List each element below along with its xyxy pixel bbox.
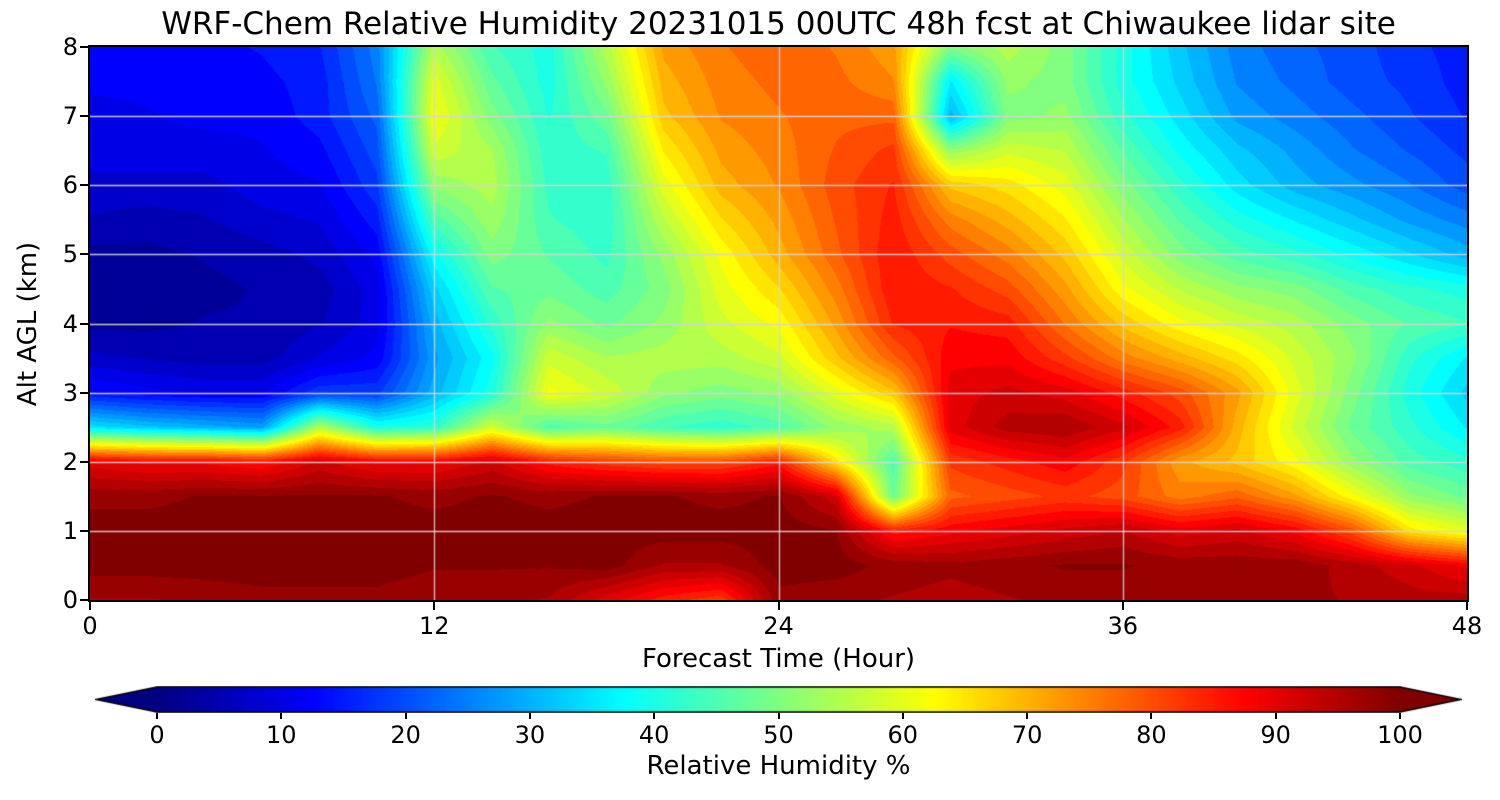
colorbar-tick-mark (404, 713, 407, 719)
colorbar-tick-label: 30 (514, 721, 546, 749)
x-tick-mark (89, 602, 91, 610)
colorbar-tick-mark (156, 713, 158, 719)
colorbar-tick-label: 70 (1011, 721, 1043, 749)
colorbar-tick-mark (901, 713, 904, 719)
colorbar-tick-mark (1399, 713, 1401, 719)
y-tick-label: 3 (62, 378, 78, 407)
colorbar-tick-label: 40 (638, 721, 670, 749)
colorbar (95, 686, 1462, 713)
colorbar-tick-mark (280, 713, 283, 719)
y-tick-label: 0 (62, 586, 78, 614)
x-tick-label: 48 (1451, 612, 1483, 640)
colorbar-tick-mark (777, 713, 780, 719)
colorbar-tick-mark (1150, 713, 1153, 719)
colorbar-tick-label: 50 (763, 721, 794, 749)
y-tick-label: 7 (62, 102, 78, 131)
chart-title: WRF-Chem Relative Humidity 20231015 00UT… (161, 6, 1396, 42)
x-tick-mark (433, 602, 436, 610)
x-tick-label: 0 (82, 612, 98, 640)
y-tick-label: 2 (62, 447, 78, 476)
y-tick-label: 5 (62, 240, 78, 269)
y-tick-mark (80, 599, 88, 601)
colorbar-tick-label: 80 (1136, 721, 1167, 749)
colorbar-canvas (95, 686, 1462, 713)
y-tick-mark (80, 253, 88, 256)
colorbar-tick-label: 10 (266, 721, 297, 749)
y-tick-label: 1 (62, 516, 78, 545)
colorbar-tick-mark (1274, 713, 1277, 719)
x-tick-mark (1121, 602, 1124, 610)
colorbar-tick-mark (528, 713, 531, 719)
colorbar-tick-mark (653, 713, 656, 719)
y-tick-mark (80, 115, 88, 118)
y-tick-label: 8 (62, 33, 78, 61)
y-tick-mark (80, 322, 88, 325)
colorbar-tick-label: 100 (1377, 721, 1423, 749)
heatmap-canvas (90, 47, 1467, 600)
y-tick-mark (80, 460, 88, 463)
y-tick-label: 4 (62, 309, 78, 338)
y-tick-label: 6 (62, 171, 78, 200)
x-tick-label: 12 (418, 612, 450, 640)
colorbar-tick-label: 60 (887, 721, 919, 749)
colorbar-label: Relative Humidity % (646, 751, 911, 781)
x-tick-label: 24 (763, 612, 794, 640)
colorbar-tick-mark (1026, 713, 1029, 719)
y-tick-mark (80, 391, 88, 394)
colorbar-tick-label: 0 (149, 721, 165, 749)
y-tick-mark (80, 529, 88, 532)
plot-border (88, 45, 1469, 602)
y-tick-mark (80, 46, 88, 48)
y-tick-mark (80, 184, 88, 187)
x-tick-mark (1466, 602, 1468, 610)
colorbar-tick-label: 90 (1260, 721, 1291, 749)
x-tick-label: 36 (1107, 612, 1139, 640)
x-axis-label: Forecast Time (Hour) (641, 644, 916, 674)
colorbar-tick-label: 20 (390, 721, 421, 749)
x-tick-mark (777, 602, 780, 610)
